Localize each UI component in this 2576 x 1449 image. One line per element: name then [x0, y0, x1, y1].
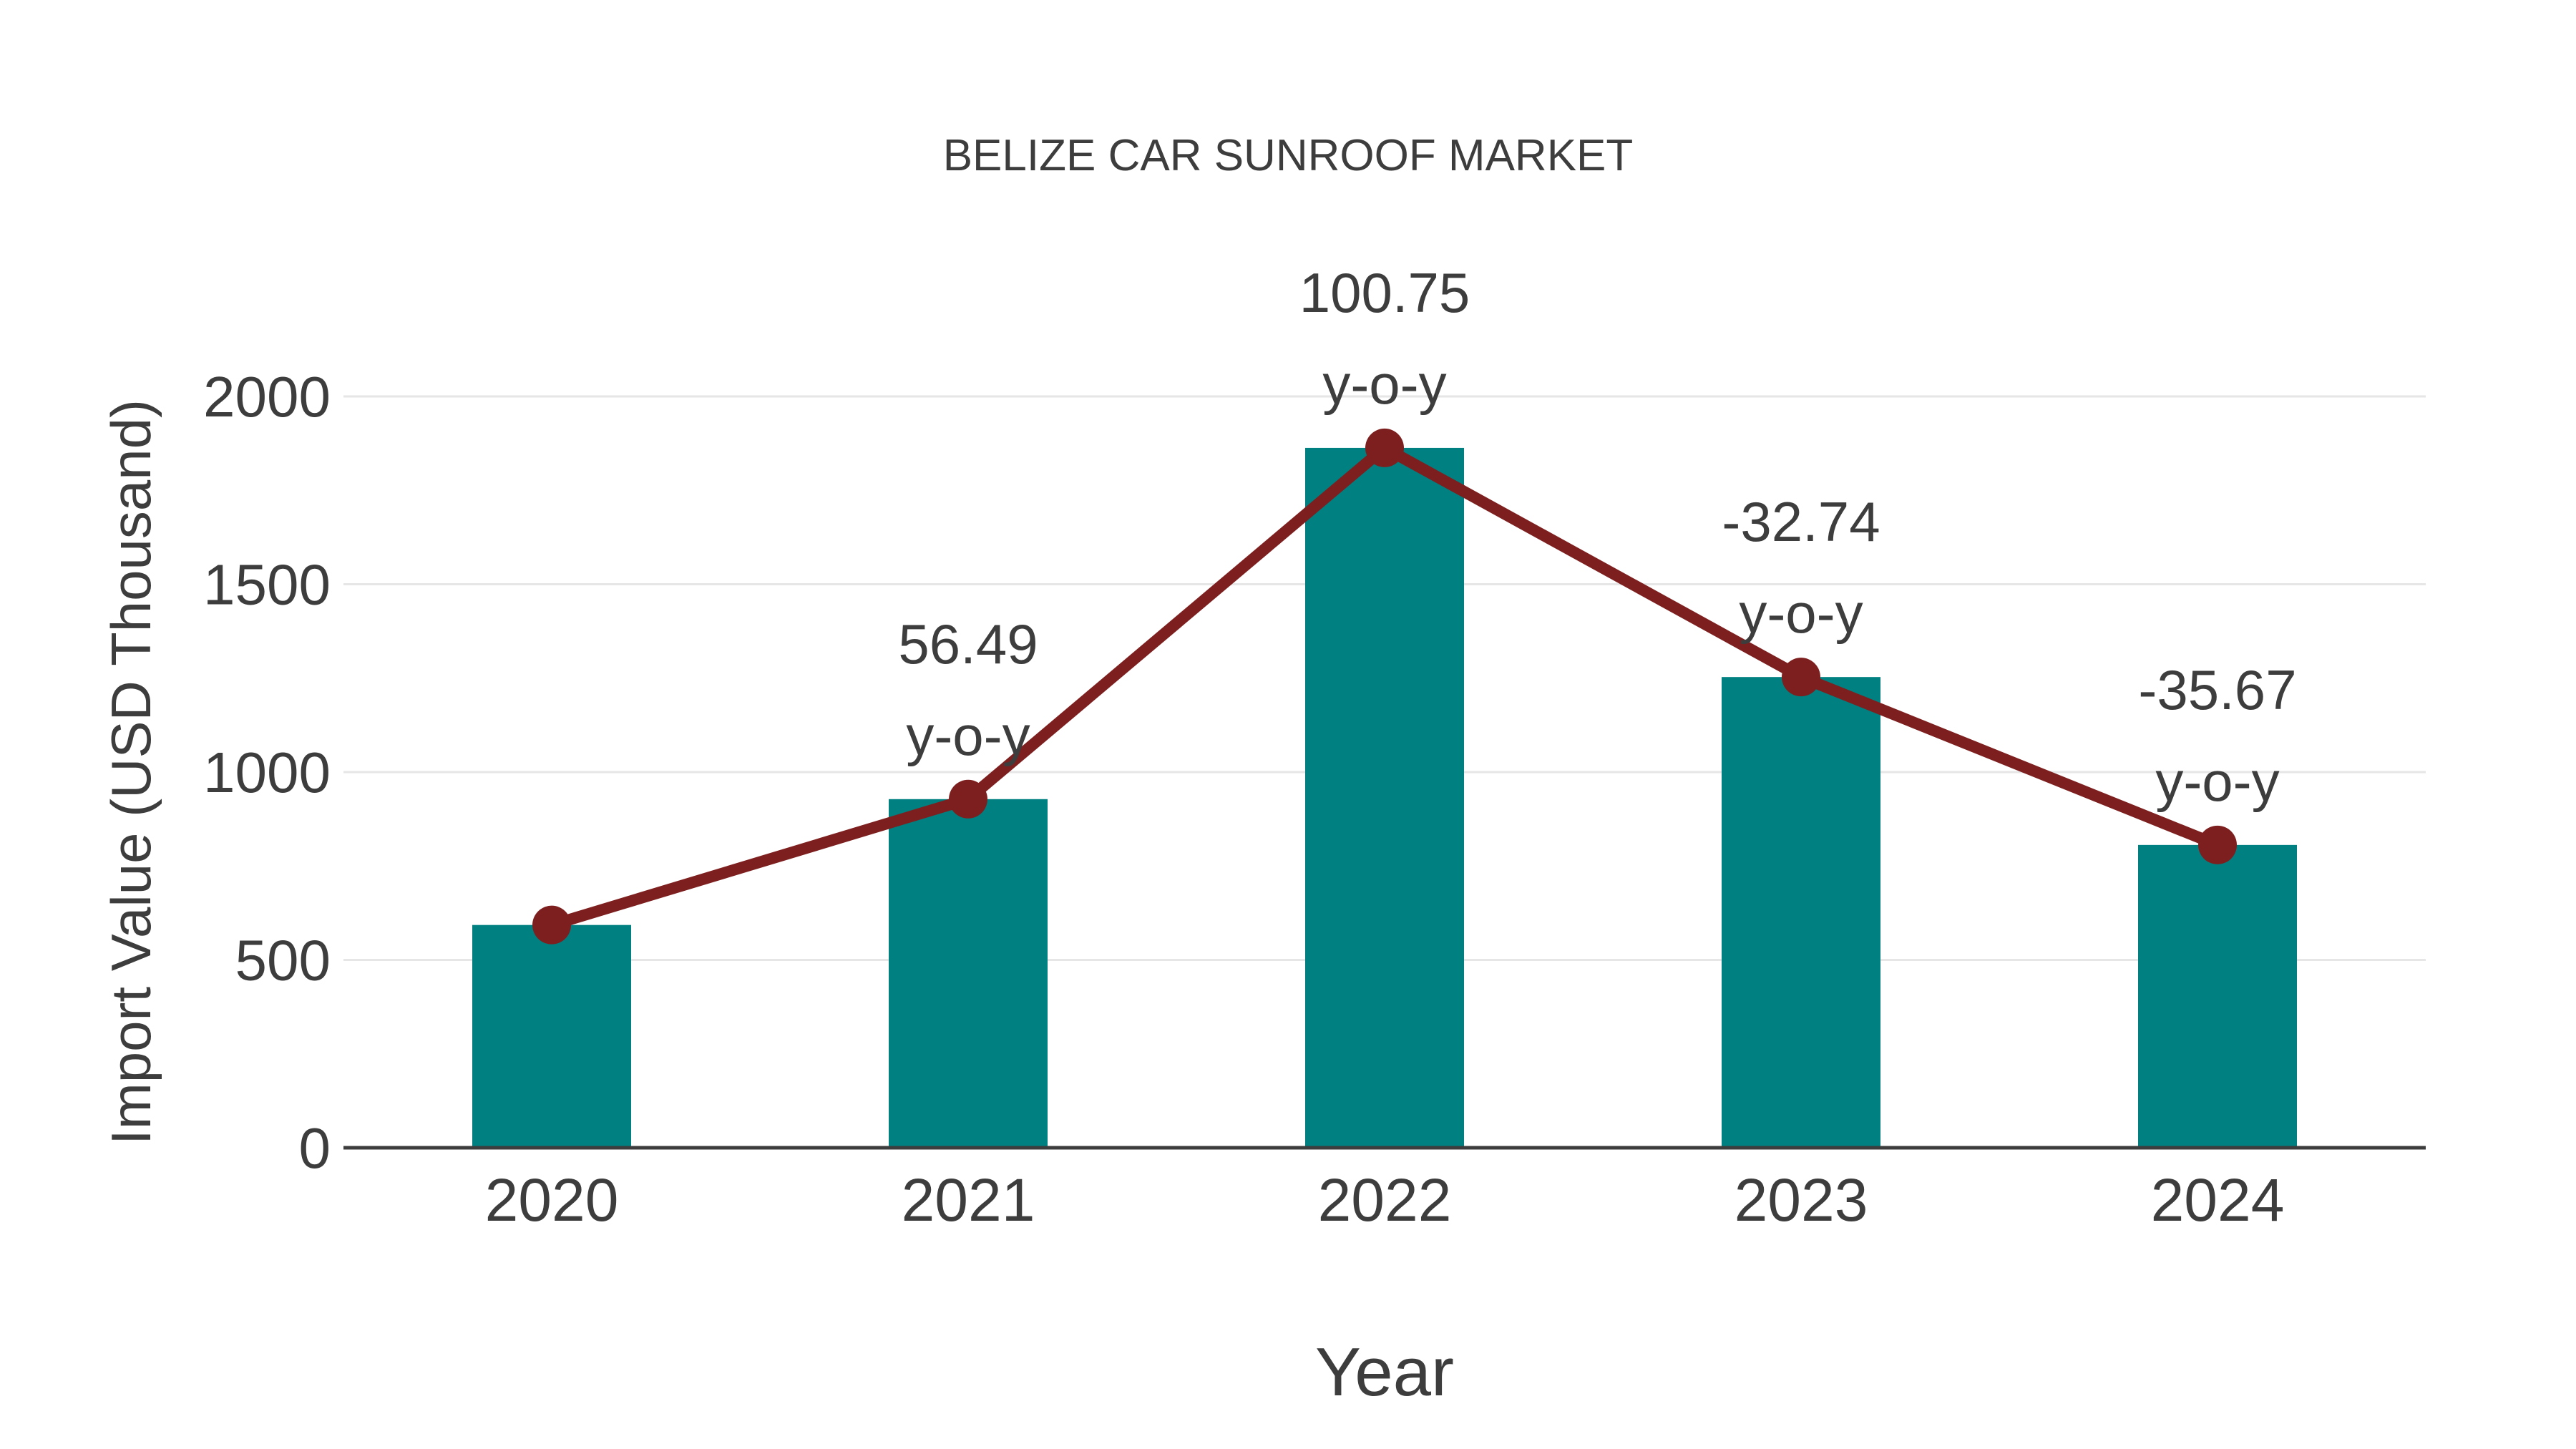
yoy-suffix-2023: y-o-y	[1739, 582, 1863, 645]
trend-marker-2022	[1365, 428, 1404, 467]
bar-2024	[2138, 844, 2297, 1148]
bar-2020	[472, 924, 631, 1148]
yoy-value-2023: -32.74	[1722, 490, 1880, 553]
yoy-value-2021: 56.49	[898, 613, 1038, 675]
yoy-value-2022: 100.75	[1299, 261, 1470, 324]
y-tick-label: 1500	[203, 553, 331, 617]
bar-series	[472, 447, 2297, 1148]
x-axis-tick-labels: 2020 2021 2022 2023 2024	[485, 1166, 2285, 1234]
x-tick-label-2022: 2022	[1318, 1166, 1452, 1234]
trend-marker-2020	[532, 905, 571, 945]
x-tick-label-2023: 2023	[1735, 1166, 1868, 1234]
trend-marker-2021	[949, 779, 987, 819]
bar-2022	[1305, 447, 1464, 1148]
line-series	[532, 428, 2237, 945]
y-tick-label: 1000	[203, 741, 331, 804]
yoy-suffix-2021: y-o-y	[906, 704, 1030, 767]
y-tick-label: 500	[235, 929, 331, 992]
yoy-annotations: 56.49 y-o-y 100.75 y-o-y -32.74 y-o-y -35.67 y-…	[898, 261, 2296, 813]
y-axis-title: Import Value (USD Thousand)	[99, 399, 162, 1145]
x-tick-label-2021: 2021	[902, 1166, 1035, 1234]
chart-title: BELIZE CAR SUNROOF MARKET	[943, 131, 1634, 180]
bar-2023	[1722, 677, 1880, 1148]
y-tick-label: 0	[299, 1116, 331, 1180]
x-axis-title: Year	[1315, 1334, 1454, 1410]
y-tick-label: 2000	[203, 365, 331, 429]
trend-marker-2023	[1782, 658, 1820, 697]
yoy-value-2024: -35.67	[2138, 658, 2296, 721]
trend-marker-2024	[2198, 825, 2237, 864]
yoy-suffix-2024: y-o-y	[2155, 750, 2279, 813]
y-axis-tick-labels: 0 500 1000 1500 2000	[203, 365, 331, 1180]
yoy-suffix-2022: y-o-y	[1322, 353, 1446, 416]
x-tick-label-2024: 2024	[2151, 1166, 2285, 1234]
x-tick-label-2020: 2020	[485, 1166, 619, 1234]
bar-2021	[889, 799, 1048, 1148]
